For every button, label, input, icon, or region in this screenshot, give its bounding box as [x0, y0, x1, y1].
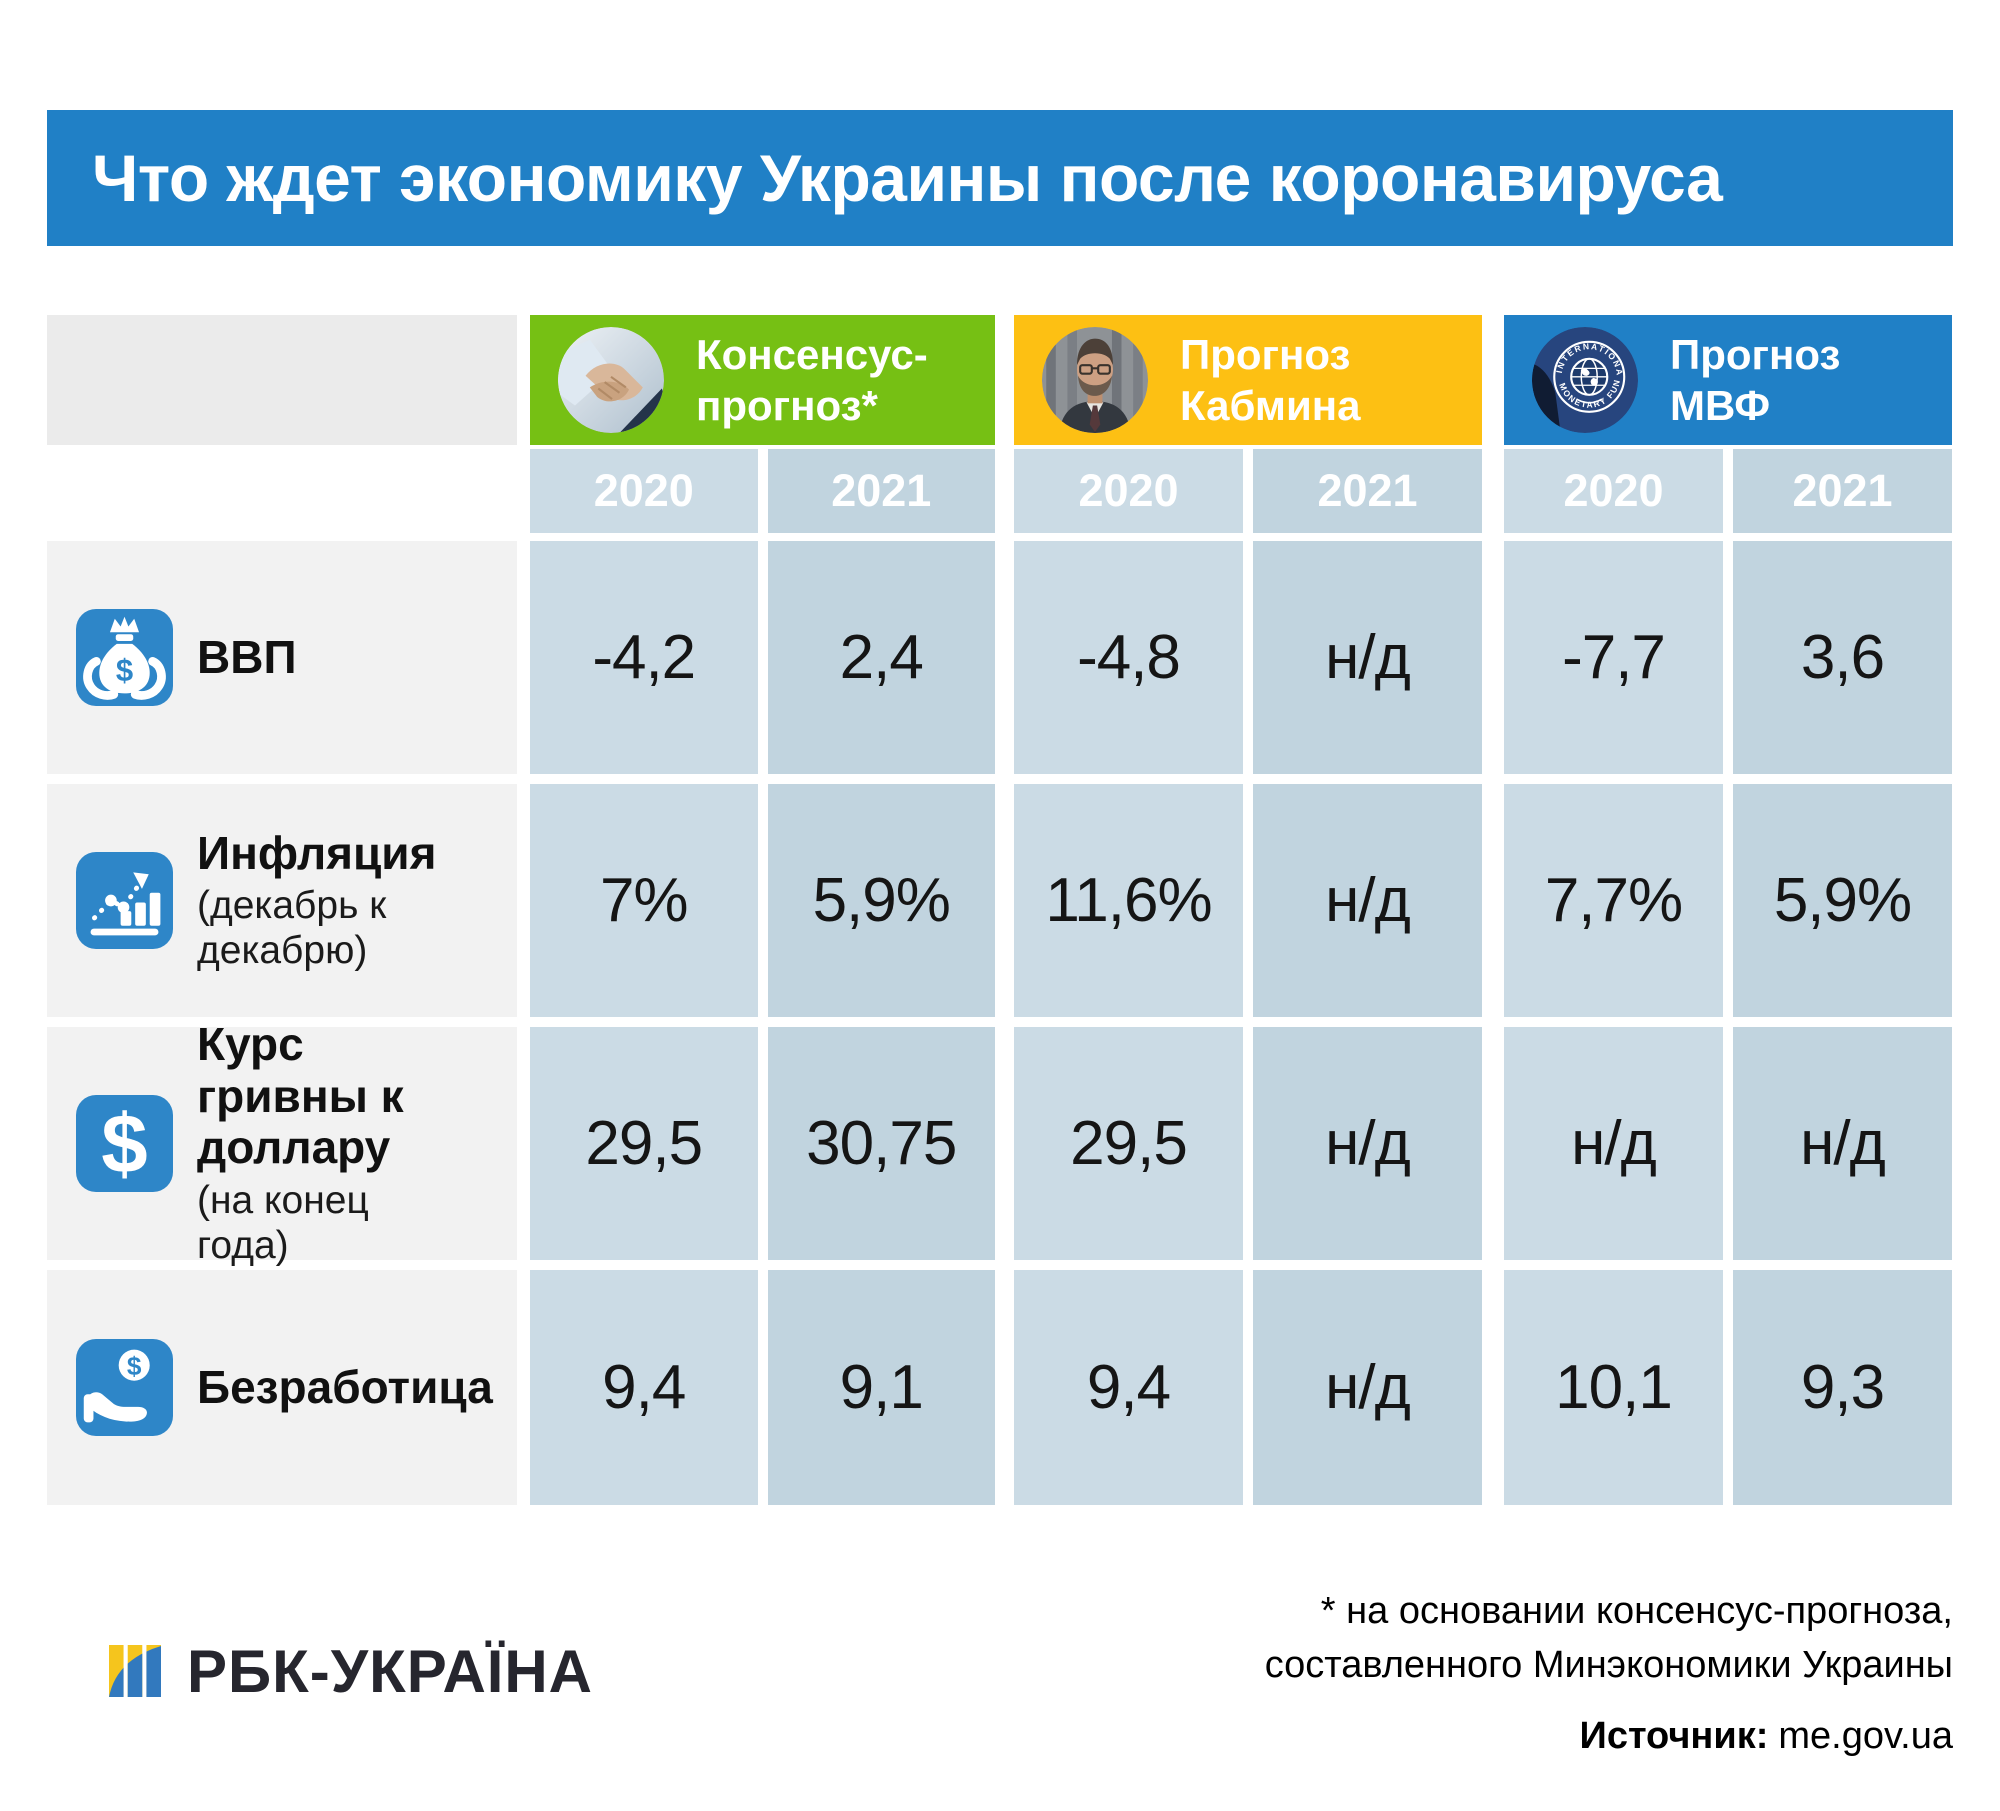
- footnote: * на основании консенсус-прогноза, соста…: [1265, 1585, 1953, 1693]
- footnote-line1: * на основании консенсус-прогноза,: [1320, 1590, 1953, 1632]
- row-label-exchange-rate: $ Курс гривны к доллару (на конец года): [47, 1018, 517, 1267]
- table-header-row: Консенсус-прогноз*: [47, 315, 1953, 445]
- rbc-logo-text: РБК-УКРАЇНА: [187, 1637, 593, 1705]
- value-cell: н/д: [1253, 784, 1482, 1017]
- row-label-unemployment: $ Безработица: [47, 1270, 517, 1505]
- value-cell: 30,75: [767, 1027, 995, 1260]
- table-row-exchange-rate: $ Курс гривны к доллару (на конец года) …: [47, 1018, 1953, 1267]
- row-title-inflation: Инфляция: [197, 826, 437, 879]
- row-label-inflation: Инфляция (декабрь к декабрю): [47, 784, 517, 1017]
- rbc-logo-icon: [109, 1645, 161, 1698]
- shmyhal-photo: [1042, 327, 1148, 433]
- value-cell: 5,9%: [1733, 784, 1952, 1017]
- footer: РБК-УКРАЇНА * на основании консенсус-про…: [47, 1585, 1953, 1758]
- hand-coin-icon: $: [76, 1339, 173, 1436]
- value-cell: н/д: [1504, 1027, 1723, 1260]
- svg-text:$: $: [127, 1351, 142, 1381]
- value-cell: 2,4: [767, 541, 995, 774]
- source-line: Источник: me.gov.ua: [1265, 1714, 1954, 1758]
- group-header-kabmin: Прогноз Кабмина: [1014, 315, 1482, 445]
- value-cell: 29,5: [530, 1027, 758, 1260]
- row-title-gdp: ВВП: [197, 630, 297, 683]
- group-title-consensus: Консенсус-прогноз*: [696, 330, 928, 429]
- forecast-table: Консенсус-прогноз*: [47, 315, 1953, 1505]
- imf-logo: INTERNATIONAL MONETARY FUND: [1532, 327, 1638, 433]
- title-bar: Что ждет экономику Украины после коронав…: [47, 110, 1953, 246]
- group-title-kabmin: Прогноз Кабмина: [1180, 330, 1361, 429]
- year-label-2021: 2021: [767, 449, 995, 533]
- source-label: Источник:: [1579, 1714, 1769, 1757]
- value-cell: н/д: [1253, 1027, 1482, 1260]
- row-label-gdp: $ ВВП: [47, 541, 517, 774]
- value-cell: 9,4: [530, 1270, 758, 1505]
- value-cell: 7%: [530, 784, 758, 1017]
- value-cell: 11,6%: [1014, 784, 1243, 1017]
- year-label-2020: 2020: [530, 449, 758, 533]
- value-cell: -4,2: [530, 541, 758, 774]
- row-title-exchange-rate: Курс гривны к доллару: [197, 1018, 404, 1174]
- value-cell: н/д: [1733, 1027, 1952, 1260]
- corner-cell: [47, 315, 517, 445]
- value-cell: 5,9%: [767, 784, 995, 1017]
- year-cells-imf: 2020 2021: [1504, 449, 1952, 533]
- table-row-unemployment: $ Безработица 9,4 9,1 9,4 н/д 10,1 9: [47, 1270, 1953, 1505]
- value-cell: н/д: [1253, 1270, 1482, 1505]
- row-subtitle-inflation: (декабрь к декабрю): [197, 884, 387, 973]
- value-cell: 9,4: [1014, 1270, 1243, 1505]
- value-cell: 9,3: [1733, 1270, 1952, 1505]
- group-header-consensus: Консенсус-прогноз*: [530, 315, 995, 445]
- value-cell: 29,5: [1014, 1027, 1243, 1260]
- footer-notes: * на основании консенсус-прогноза, соста…: [1265, 1585, 1953, 1758]
- page-title: Что ждет экономику Украины после коронав…: [92, 141, 1723, 215]
- value-cell: 10,1: [1504, 1270, 1723, 1505]
- year-cells-kabmin: 2020 2021: [1014, 449, 1482, 533]
- year-label-2021: 2021: [1253, 449, 1482, 533]
- value-cell: 9,1: [767, 1270, 995, 1505]
- money-bag-hands-icon: $: [76, 609, 173, 706]
- svg-text:$: $: [116, 653, 133, 688]
- year-header-row: 2020 2021 2020 2021 2020 2021: [47, 449, 1953, 533]
- table-row-gdp: $ ВВП -4,2 2,4 -4,8 н/д -7,7 3,6: [47, 541, 1953, 774]
- handshake-photo: [558, 327, 664, 433]
- year-label-2020: 2020: [1504, 449, 1723, 533]
- rbc-ukraine-logo: РБК-УКРАЇНА: [47, 1637, 593, 1706]
- row-subtitle-exchange-rate: (на конец года): [197, 1178, 369, 1267]
- value-cell: н/д: [1253, 541, 1482, 774]
- value-cell: -7,7: [1504, 541, 1723, 774]
- group-title-imf: Прогноз МВФ: [1670, 330, 1841, 429]
- year-row-spacer: [47, 449, 517, 533]
- group-header-imf: INTERNATIONAL MONETARY FUND Прогноз МВФ: [1504, 315, 1952, 445]
- value-cell: 7,7%: [1504, 784, 1723, 1017]
- year-label-2020: 2020: [1014, 449, 1243, 533]
- footnote-line2: составленного Минэкономики Украины: [1264, 1643, 1953, 1686]
- year-label-2021: 2021: [1733, 449, 1952, 533]
- source-value: me.gov.ua: [1778, 1714, 1953, 1757]
- dollar-icon: $: [76, 1095, 173, 1192]
- year-cells-consensus: 2020 2021: [530, 449, 995, 533]
- table-row-inflation: Инфляция (декабрь к декабрю) 7% 5,9% 11,…: [47, 784, 1953, 1017]
- value-cell: 3,6: [1733, 541, 1952, 774]
- svg-text:$: $: [101, 1097, 147, 1191]
- value-cell: -4,8: [1014, 541, 1243, 774]
- row-title-unemployment: Безработица: [197, 1360, 493, 1413]
- inflation-chart-icon: [76, 852, 173, 949]
